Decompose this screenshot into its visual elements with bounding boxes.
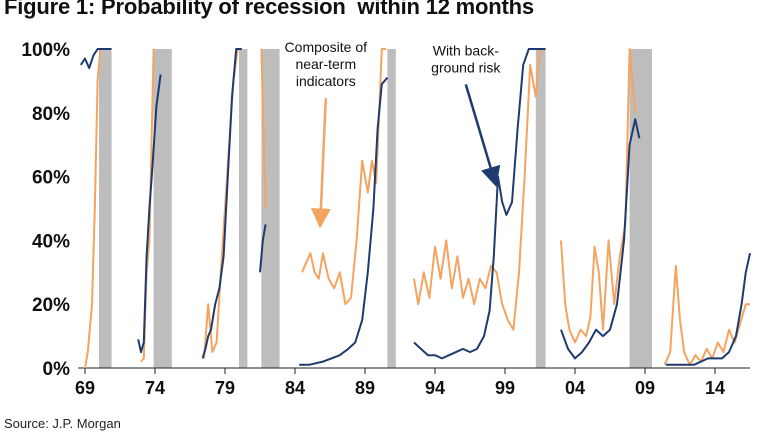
recession-bar	[535, 49, 546, 368]
recession-bar	[629, 49, 652, 368]
recession-bar	[387, 49, 396, 368]
y-tick-label: 80%	[32, 104, 70, 125]
annotation-arrow	[464, 84, 501, 187]
series-lines	[79, 48, 751, 369]
series-line	[299, 77, 389, 366]
recession-bar	[153, 49, 172, 368]
recession-bars	[99, 49, 652, 368]
series-line	[413, 48, 546, 360]
annotation-text: With back-ground risk	[431, 42, 501, 75]
series-line	[140, 48, 155, 363]
annotations: Composite of near-term indicators With back…	[285, 39, 501, 229]
series-line	[260, 48, 267, 209]
x-tick-label: 74	[145, 378, 165, 398]
y-tick-label: 60%	[32, 168, 70, 189]
x-tick-label: 89	[355, 378, 375, 398]
x-tick-label: 94	[425, 378, 445, 398]
series-line	[84, 48, 102, 369]
series-line	[666, 252, 751, 366]
series-line	[137, 74, 162, 354]
x-tick-label: 79	[215, 378, 235, 398]
annotation-arrow	[310, 98, 331, 229]
series-line	[560, 48, 637, 344]
x-tick-label: 69	[75, 378, 95, 398]
x-tick-label: 99	[495, 378, 515, 398]
axes: 0% 20% 40% 60% 80% 100% 69 74 79 84 89 94 99 04 09 14	[21, 40, 750, 398]
annotation-text: Composite of near-term indicators	[285, 39, 368, 89]
x-tick-label: 09	[635, 378, 655, 398]
series-line	[201, 48, 242, 359]
y-tick-label: 100%	[21, 40, 70, 61]
recession-bar	[239, 49, 248, 368]
x-tick-label: 14	[705, 378, 725, 398]
series-line	[301, 48, 386, 306]
x-tick-label: 84	[285, 378, 305, 398]
recession-bar	[99, 49, 112, 368]
x-tick-label: 04	[565, 378, 585, 398]
series-line	[663, 264, 750, 366]
series-line	[259, 224, 267, 273]
recession-bar	[261, 49, 280, 368]
series-line	[413, 48, 541, 331]
series-line	[560, 118, 641, 360]
chart-title: Figure 1: Probability of recession withi…	[4, 0, 534, 19]
y-tick-label: 40%	[32, 231, 70, 252]
series-line	[79, 48, 112, 70]
chart-source: Source: J.P. Morgan	[4, 416, 121, 431]
y-tick-label: 20%	[32, 295, 70, 316]
y-tick-label: 0%	[43, 359, 71, 380]
